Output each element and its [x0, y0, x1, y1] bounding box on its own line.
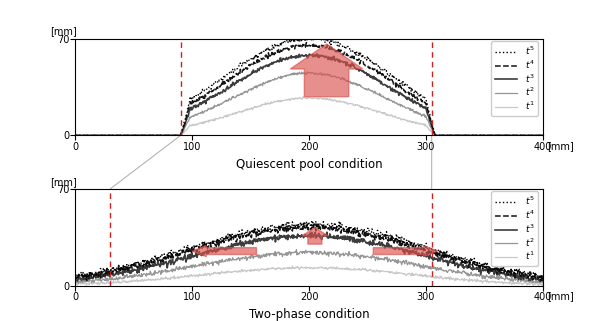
Text: [mm]: [mm]	[49, 177, 77, 187]
Text: [mm]: [mm]	[49, 27, 77, 37]
Legend: $t^5$, $t^4$, $t^3$, $t^2$, $t^1$: $t^5$, $t^4$, $t^3$, $t^2$, $t^1$	[491, 191, 538, 266]
FancyArrow shape	[302, 228, 328, 244]
Text: [mm]: [mm]	[548, 291, 574, 301]
Title: Quiescent pool condition: Quiescent pool condition	[236, 158, 382, 171]
FancyArrow shape	[291, 44, 363, 97]
Legend: $t^5$, $t^4$, $t^3$, $t^2$, $t^1$: $t^5$, $t^4$, $t^3$, $t^2$, $t^1$	[491, 41, 538, 116]
Text: [mm]: [mm]	[548, 141, 574, 151]
FancyArrow shape	[373, 246, 438, 256]
FancyArrow shape	[192, 246, 256, 256]
Title: Two-phase condition: Two-phase condition	[248, 308, 370, 321]
